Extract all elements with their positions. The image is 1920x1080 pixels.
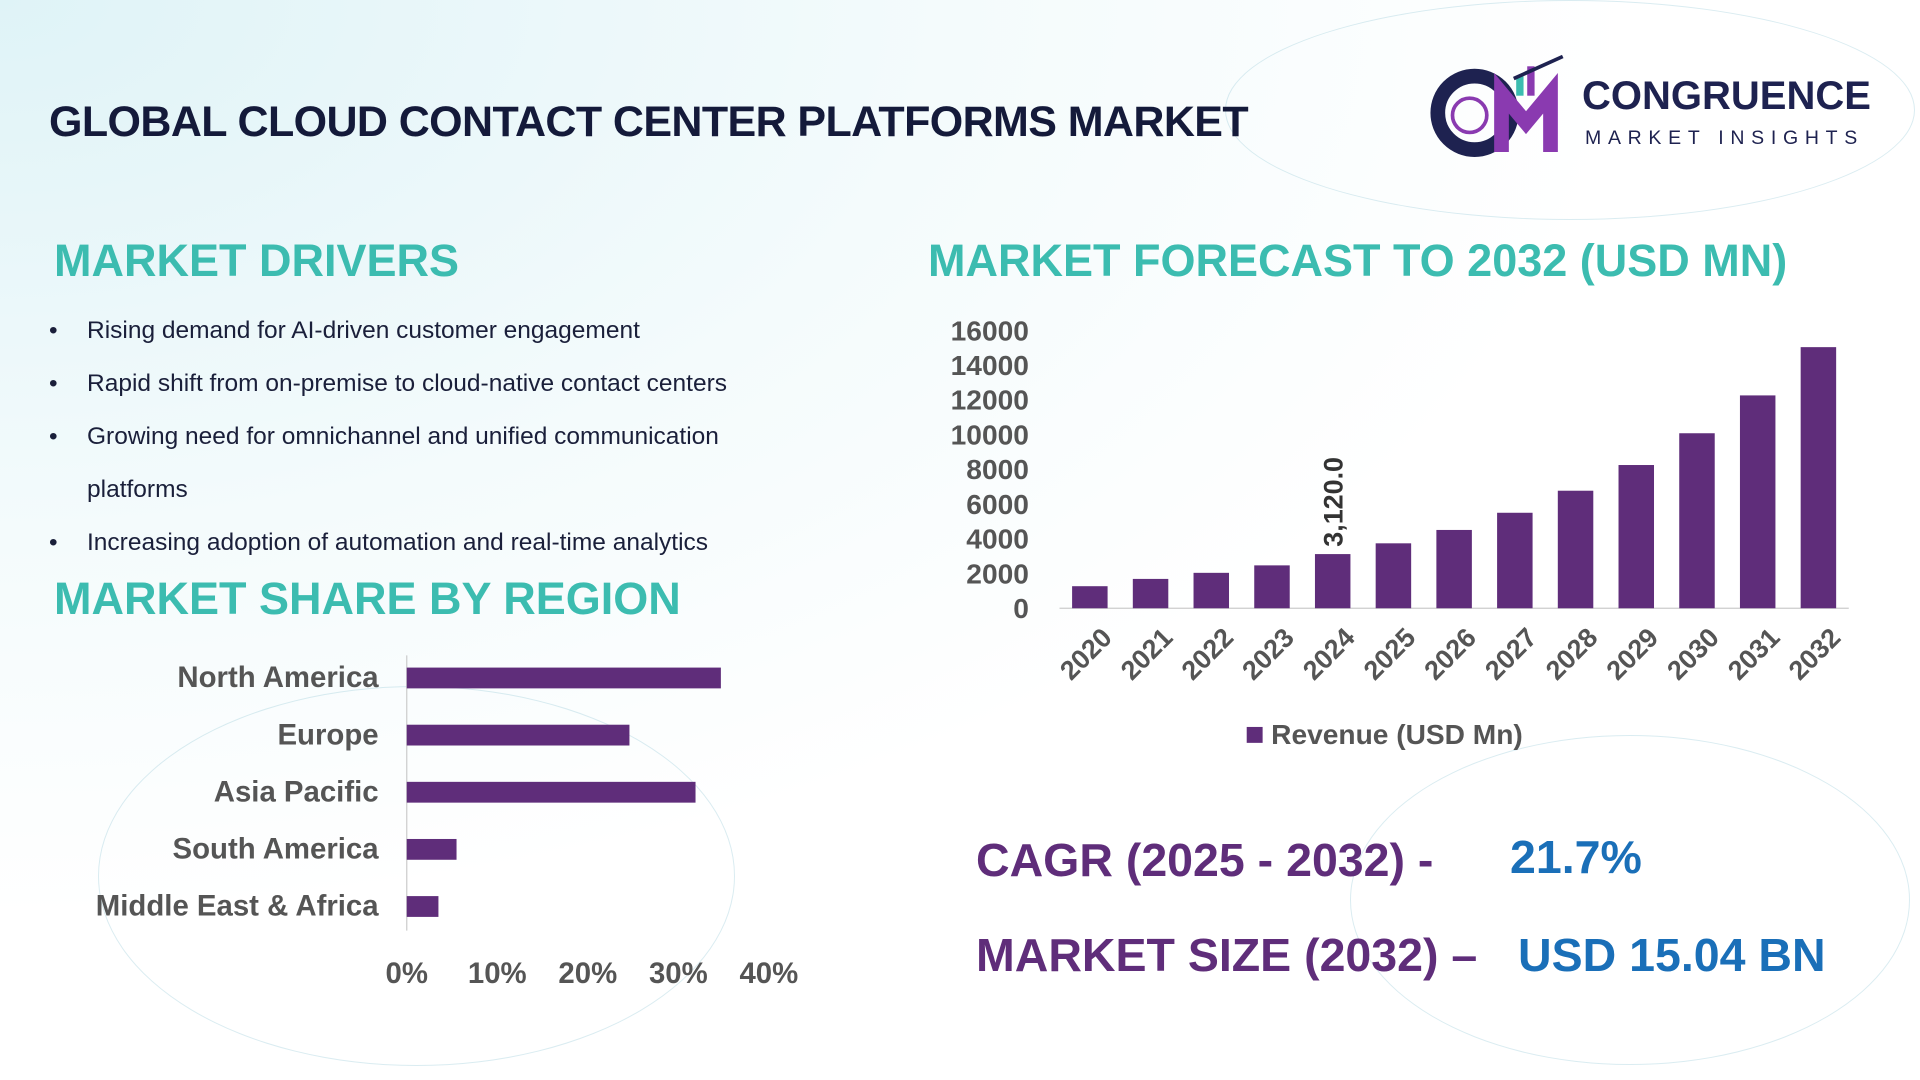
x-tick-label: 0% <box>386 957 428 990</box>
x-tick-label: 10% <box>468 957 527 990</box>
cagr-value: 21.7% <box>1510 831 1642 883</box>
bar-2028 <box>1557 490 1594 609</box>
category-label: South America <box>173 833 380 866</box>
bar-south-america <box>406 838 457 860</box>
logo-mark-icon <box>1430 54 1564 157</box>
y-tick-label: 0 <box>1013 593 1029 624</box>
x-tick-label: 2023 <box>1236 622 1300 686</box>
bar-europe <box>406 724 630 746</box>
x-tick-label: 2030 <box>1661 622 1725 686</box>
x-tick-label: 2032 <box>1783 622 1847 686</box>
logo-subtext: MARKET INSIGHTS <box>1585 127 1864 149</box>
y-tick-label: 8000 <box>966 454 1029 485</box>
cagr-label: CAGR (2025 - 2032) - <box>976 834 1434 886</box>
page-title: GLOBAL CLOUD CONTACT CENTER PLATFORMS MA… <box>49 98 1249 146</box>
x-tick-label: 2020 <box>1054 622 1118 686</box>
logo: CONGRUENCE MARKET INSIGHTS <box>1428 54 1893 157</box>
category-label: Middle East & Africa <box>96 890 379 923</box>
x-tick-label: 2021 <box>1115 622 1179 686</box>
data-label: 3,120.0 <box>1318 457 1348 547</box>
bar-2024 <box>1314 554 1351 609</box>
driver-item: Growing need for omnichannel and unified… <box>49 410 919 463</box>
category-label: Asia Pacific <box>214 775 379 808</box>
bar-2026 <box>1436 529 1472 609</box>
x-tick-label: 2029 <box>1601 622 1665 686</box>
legend-label: Revenue (USD Mn) <box>1271 719 1523 750</box>
x-tick-label: 30% <box>649 957 708 990</box>
bar-2031 <box>1739 395 1776 609</box>
market-size-label: MARKET SIZE (2032) – <box>976 929 1478 981</box>
drivers-list: Rising demand for AI-driven customer eng… <box>49 304 919 569</box>
bar-2021 <box>1132 578 1169 609</box>
logo-text: CONGRUENCE <box>1582 74 1871 118</box>
region-heading: MARKET SHARE BY REGION <box>54 573 681 624</box>
y-tick-label: 16000 <box>951 315 1029 346</box>
y-tick-label: 6000 <box>966 489 1029 520</box>
x-tick-label: 2031 <box>1722 622 1786 686</box>
x-tick-label: 2026 <box>1418 622 1482 686</box>
legend-swatch <box>1246 726 1263 743</box>
decorative-wave <box>1225 0 1915 220</box>
x-tick-label: 20% <box>558 957 617 990</box>
bar-2025 <box>1375 543 1412 609</box>
y-tick-label: 2000 <box>966 558 1029 589</box>
bar-middle-east-africa <box>406 896 439 917</box>
x-tick-label: 2028 <box>1540 622 1604 686</box>
x-tick-label: 40% <box>739 957 798 990</box>
driver-item: Rapid shift from on-premise to cloud-nat… <box>49 357 919 410</box>
decorative-wave <box>1350 735 1910 1065</box>
x-tick-label: 2022 <box>1176 622 1240 686</box>
bar-2029 <box>1618 465 1655 609</box>
y-tick-label: 14000 <box>951 350 1029 381</box>
y-tick-label: 10000 <box>951 419 1029 450</box>
driver-item: Rising demand for AI-driven customer eng… <box>49 304 919 357</box>
drivers-heading: MARKET DRIVERS <box>54 235 460 286</box>
y-tick-label: 12000 <box>951 385 1029 416</box>
forecast-heading: MARKET FORECAST TO 2032 (USD MN) <box>928 235 1788 286</box>
region-bar-chart: North America Europe Asia Pacific South Ame… <box>96 655 798 990</box>
bar-asia-pacific <box>406 781 696 803</box>
bar-2022 <box>1193 572 1230 609</box>
bar-2030 <box>1679 433 1715 609</box>
x-tick-label: 2025 <box>1358 622 1422 686</box>
bar-2032 <box>1800 347 1837 609</box>
driver-item-continuation: platforms <box>87 476 188 503</box>
market-size-value: USD 15.04 BN <box>1518 929 1826 981</box>
category-label: Europe <box>277 718 378 751</box>
bar-north-america <box>406 667 721 689</box>
bar-2020 <box>1072 586 1108 609</box>
y-tick-label: 4000 <box>966 524 1029 555</box>
bar-2027 <box>1497 512 1533 609</box>
bar-2023 <box>1254 565 1290 609</box>
x-tick-label: 2024 <box>1297 622 1361 686</box>
category-label: North America <box>177 661 379 694</box>
x-tick-label: 2027 <box>1479 622 1543 686</box>
driver-item: Increasing adoption of automation and re… <box>49 516 919 569</box>
